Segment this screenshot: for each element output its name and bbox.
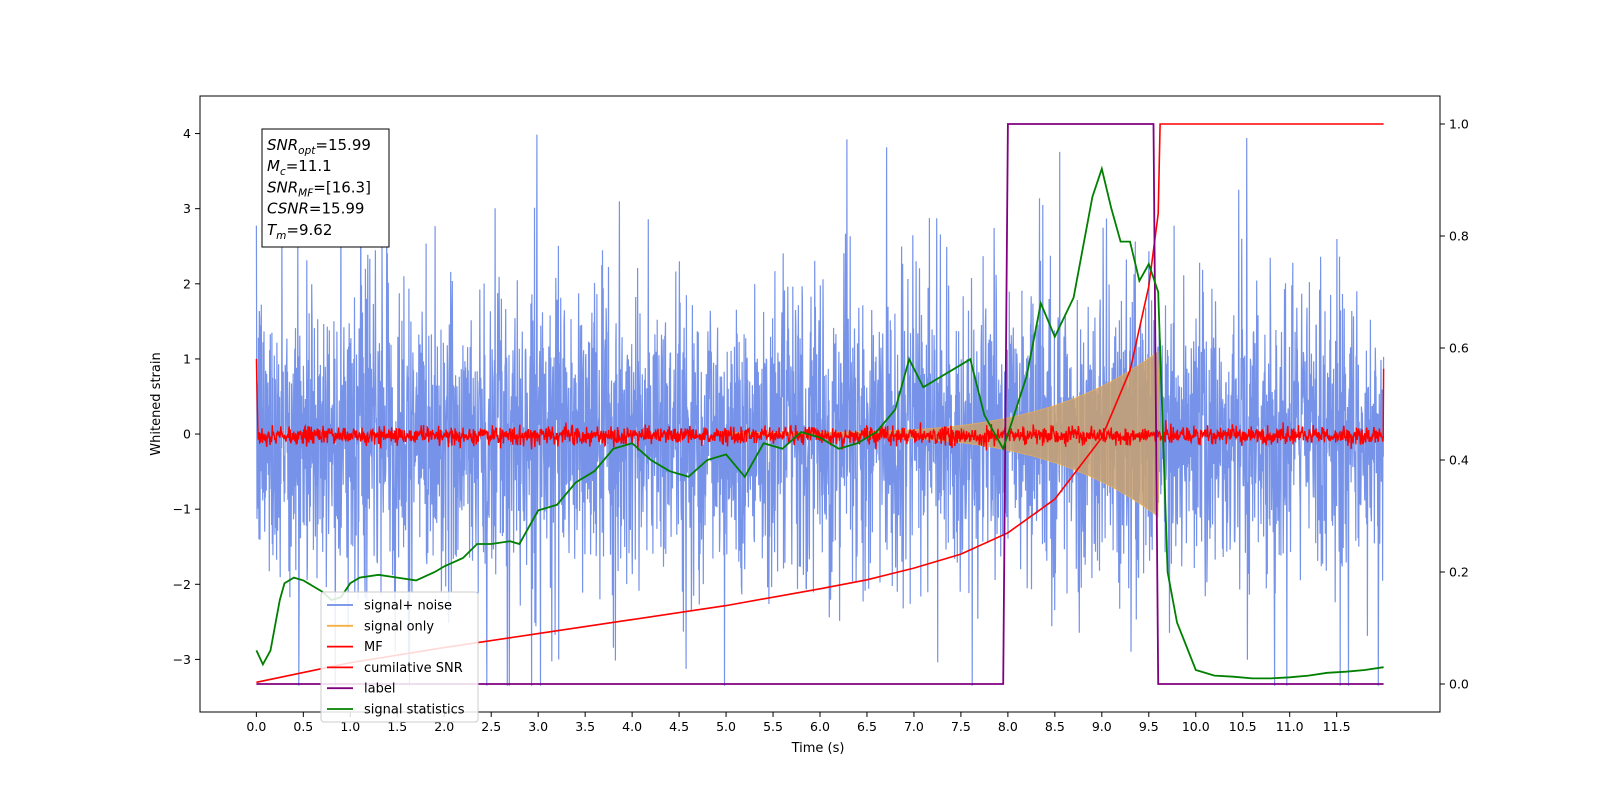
- y-tick-label: 2: [183, 276, 191, 291]
- legend-label: signal statistics: [364, 703, 465, 718]
- x-tick-label: 8.0: [998, 719, 1018, 734]
- x-tick-label: 3.0: [528, 719, 548, 734]
- x-tick-label: 5.0: [716, 719, 736, 734]
- x-tick-label: 4.0: [622, 719, 642, 734]
- x-tick-label: 9.5: [1139, 719, 1159, 734]
- series-label: [256, 123, 1384, 685]
- x-tick-label: 3.5: [575, 719, 595, 734]
- annotation-tm: Tm=9.62: [267, 221, 332, 242]
- x-tick-label: 6.5: [857, 719, 877, 734]
- annotation-box: SNRopt=15.99Mc=11.1SNRMF=[16.3]CSNR=15.9…: [261, 128, 390, 248]
- y-tick-label: 0: [183, 427, 191, 442]
- axis-ticks: 0.0 0.5 1.0 1.5 2.0 2.5 3.0 3.5 4.0 4.5 5.0 5.5 6.0 6…: [173, 117, 1469, 735]
- y-tick-label: 1: [183, 351, 191, 366]
- y-tick-label: −1: [173, 502, 191, 517]
- x-tick-label: 1.5: [387, 719, 407, 734]
- y2-tick-label: 0.6: [1449, 341, 1469, 356]
- annotation-mc: Mc=11.1: [267, 157, 332, 178]
- x-tick-label: 7.5: [951, 719, 971, 734]
- y-axis-label: Whitened strain: [149, 352, 164, 455]
- y2-tick-label: 0.0: [1449, 677, 1469, 692]
- legend: signal+ noise signal only MF cumilative SNR…: [320, 591, 479, 723]
- x-tick-label: 0.0: [246, 719, 266, 734]
- plot-area: [255, 123, 1385, 686]
- x-tick-label: 6.0: [810, 719, 830, 734]
- series-mf: [255, 358, 1385, 451]
- series-signal-statistics: [255, 165, 1384, 680]
- annotation-snr_opt: SNRopt=15.99: [267, 136, 371, 157]
- x-tick-label: 1.0: [340, 719, 360, 734]
- x-tick-label: 11.0: [1276, 719, 1304, 734]
- annotation-snr_mf: SNRMF=[16.3]: [267, 178, 371, 199]
- x-tick-label: 11.5: [1323, 719, 1351, 734]
- annotation-frame: [261, 128, 390, 248]
- legend-label: label: [364, 682, 395, 697]
- x-tick-label: 5.5: [763, 719, 783, 734]
- x-tick-label: 8.5: [1045, 719, 1065, 734]
- y2-tick-label: 1.0: [1449, 117, 1469, 132]
- y-tick-label: −2: [173, 577, 191, 592]
- y2-tick-label: 0.4: [1449, 453, 1469, 468]
- legend-label: signal only: [364, 619, 434, 634]
- x-tick-label: 2.0: [434, 719, 454, 734]
- series-signal-noise: [255, 134, 1385, 686]
- legend-label: signal+ noise: [364, 599, 452, 614]
- y2-tick-label: 0.2: [1449, 565, 1469, 580]
- annotation-csnr: CSNR=15.99: [267, 200, 364, 218]
- x-tick-label: 10.0: [1182, 719, 1210, 734]
- x-tick-label: 7.0: [904, 719, 924, 734]
- series-cumulative-snr: [256, 123, 1384, 684]
- legend-label: cumilative SNR: [364, 661, 463, 676]
- y-tick-label: −3: [173, 652, 191, 667]
- y-tick-label: 4: [183, 126, 191, 141]
- x-tick-label: 4.5: [669, 719, 689, 734]
- x-tick-label: 9.0: [1092, 719, 1112, 734]
- x-tick-label: 2.5: [481, 719, 501, 734]
- legend-label: MF: [364, 640, 383, 655]
- x-axis-label: Time (s): [791, 741, 845, 756]
- x-tick-label: 10.5: [1229, 719, 1257, 734]
- y2-tick-label: 0.8: [1449, 229, 1469, 244]
- x-tick-label: 0.5: [293, 719, 313, 734]
- legend-frame: [320, 591, 479, 723]
- y-tick-label: 3: [183, 201, 191, 216]
